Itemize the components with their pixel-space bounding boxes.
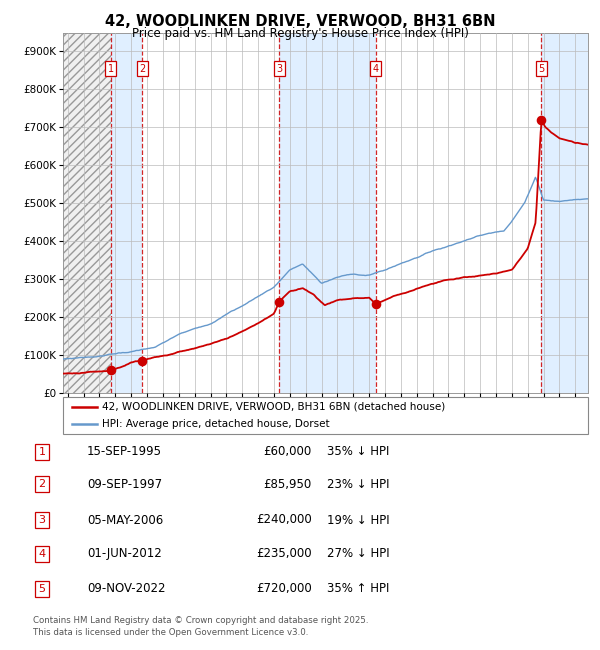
Point — [275, 297, 284, 307]
Point — [536, 114, 546, 125]
Text: 42, WOODLINKEN DRIVE, VERWOOD, BH31 6BN (detached house): 42, WOODLINKEN DRIVE, VERWOOD, BH31 6BN … — [103, 402, 446, 411]
Text: 5: 5 — [538, 64, 544, 73]
Bar — [541, 32, 588, 393]
Text: £240,000: £240,000 — [256, 514, 312, 526]
Text: 05-MAY-2006: 05-MAY-2006 — [87, 514, 163, 526]
Text: 2: 2 — [38, 479, 46, 489]
Text: 35% ↑ HPI: 35% ↑ HPI — [327, 582, 389, 595]
Point — [106, 365, 116, 376]
Text: 23% ↓ HPI: 23% ↓ HPI — [327, 478, 389, 491]
Text: 2: 2 — [139, 64, 145, 73]
Text: 35% ↓ HPI: 35% ↓ HPI — [327, 445, 389, 458]
Bar — [63, 32, 111, 393]
Text: 4: 4 — [373, 64, 379, 73]
Text: 01-JUN-2012: 01-JUN-2012 — [87, 547, 162, 560]
Text: 1: 1 — [107, 64, 114, 73]
Point — [137, 356, 147, 366]
Text: Contains HM Land Registry data © Crown copyright and database right 2025.: Contains HM Land Registry data © Crown c… — [33, 616, 368, 625]
Bar — [280, 32, 376, 393]
Text: HPI: Average price, detached house, Dorset: HPI: Average price, detached house, Dors… — [103, 419, 330, 429]
Text: 42, WOODLINKEN DRIVE, VERWOOD, BH31 6BN: 42, WOODLINKEN DRIVE, VERWOOD, BH31 6BN — [105, 14, 495, 29]
Text: 09-SEP-1997: 09-SEP-1997 — [87, 478, 162, 491]
Point — [371, 299, 380, 309]
Text: 3: 3 — [38, 515, 46, 525]
Text: 3: 3 — [276, 64, 283, 73]
Text: Price paid vs. HM Land Registry's House Price Index (HPI): Price paid vs. HM Land Registry's House … — [131, 27, 469, 40]
Text: £60,000: £60,000 — [264, 445, 312, 458]
Text: 09-NOV-2022: 09-NOV-2022 — [87, 582, 166, 595]
Text: 1: 1 — [38, 447, 46, 457]
Bar — [142, 32, 280, 393]
Text: £720,000: £720,000 — [256, 582, 312, 595]
Text: This data is licensed under the Open Government Licence v3.0.: This data is licensed under the Open Gov… — [33, 628, 308, 637]
Text: 27% ↓ HPI: 27% ↓ HPI — [327, 547, 389, 560]
Text: 15-SEP-1995: 15-SEP-1995 — [87, 445, 162, 458]
Text: 5: 5 — [38, 584, 46, 594]
Text: £85,950: £85,950 — [264, 478, 312, 491]
Text: 19% ↓ HPI: 19% ↓ HPI — [327, 514, 389, 526]
Bar — [111, 32, 142, 393]
Text: 4: 4 — [38, 549, 46, 559]
Bar — [376, 32, 541, 393]
Text: £235,000: £235,000 — [256, 547, 312, 560]
